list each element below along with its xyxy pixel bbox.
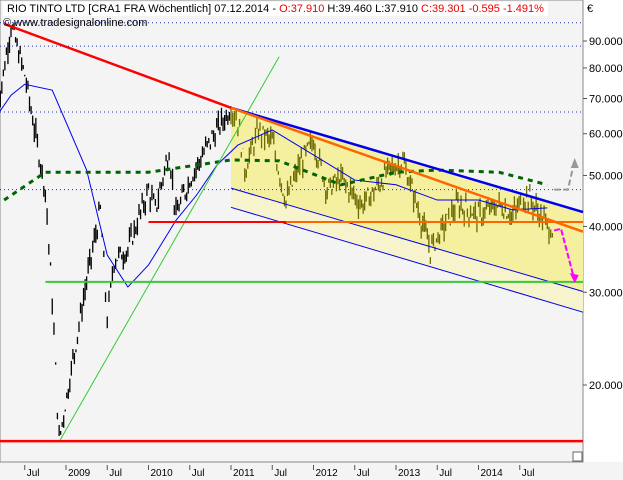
- y-tick-label: 50.000: [589, 170, 623, 182]
- forecast-down-arrow: [553, 227, 576, 282]
- moving-average-long: [3, 158, 548, 202]
- currency-label: €: [587, 3, 594, 15]
- resize-handle-icon[interactable]: [572, 451, 583, 462]
- copyright: © www.tradesignalonline.com: [3, 17, 148, 29]
- x-tick-label: 2009: [68, 468, 91, 479]
- arrow-up-icon: [570, 157, 579, 168]
- header-date: 07.12.2014 -: [214, 3, 277, 15]
- header-symbol: RIO TINTO LTD [CRA1 FRA Wöchentlich]: [7, 3, 212, 15]
- x-tick-label: Jul: [27, 468, 40, 479]
- trendline-uptrend: [58, 56, 280, 443]
- moving-average-short: [0, 83, 548, 288]
- y-tick-label: 60.000: [589, 129, 623, 141]
- x-tick-label: 2012: [316, 468, 339, 479]
- trendline-channel-top: [230, 106, 584, 214]
- x-tick-label: Jul: [522, 468, 535, 479]
- trendline-channel-low-1: [230, 187, 584, 292]
- chart-header: RIO TINTO LTD [CRA1 FRA Wöchentlich] 07.…: [3, 2, 548, 16]
- x-tick-label: Jul: [109, 468, 122, 479]
- header-open: O:37.910: [279, 3, 325, 15]
- x-tick-label: Jul: [192, 468, 205, 479]
- x-tick-label: Jul: [439, 468, 452, 479]
- x-tick-label: 2014: [481, 468, 504, 479]
- x-tick-label: 2011: [233, 468, 255, 479]
- header-high: H:39.460: [327, 3, 373, 15]
- y-tick-label: 90.000: [589, 36, 623, 48]
- x-tick-label: Jul: [274, 468, 287, 479]
- header-low: L:37.910: [375, 3, 418, 15]
- arrow-down-icon: [569, 273, 579, 284]
- y-tick-label: 80.000: [589, 63, 623, 75]
- y-tick-label: 20.000: [589, 380, 623, 392]
- forecast-up-arrow: [554, 159, 576, 191]
- trendline-channel-low-2: [230, 206, 584, 313]
- trendline-channel-mid: [230, 106, 584, 233]
- y-tick-label: 40.000: [589, 221, 623, 233]
- y-tick-label: 30.000: [589, 287, 623, 299]
- x-tick-label: Jul: [357, 468, 370, 479]
- header-close: C:39.301 -0.595 -1.491%: [421, 3, 544, 15]
- y-axis-area: [583, 0, 623, 462]
- x-tick-label: 2010: [151, 468, 174, 479]
- x-tick-label: 2013: [398, 468, 421, 479]
- trendline-downtrend: [3, 22, 232, 110]
- y-tick-label: 70.000: [589, 93, 623, 105]
